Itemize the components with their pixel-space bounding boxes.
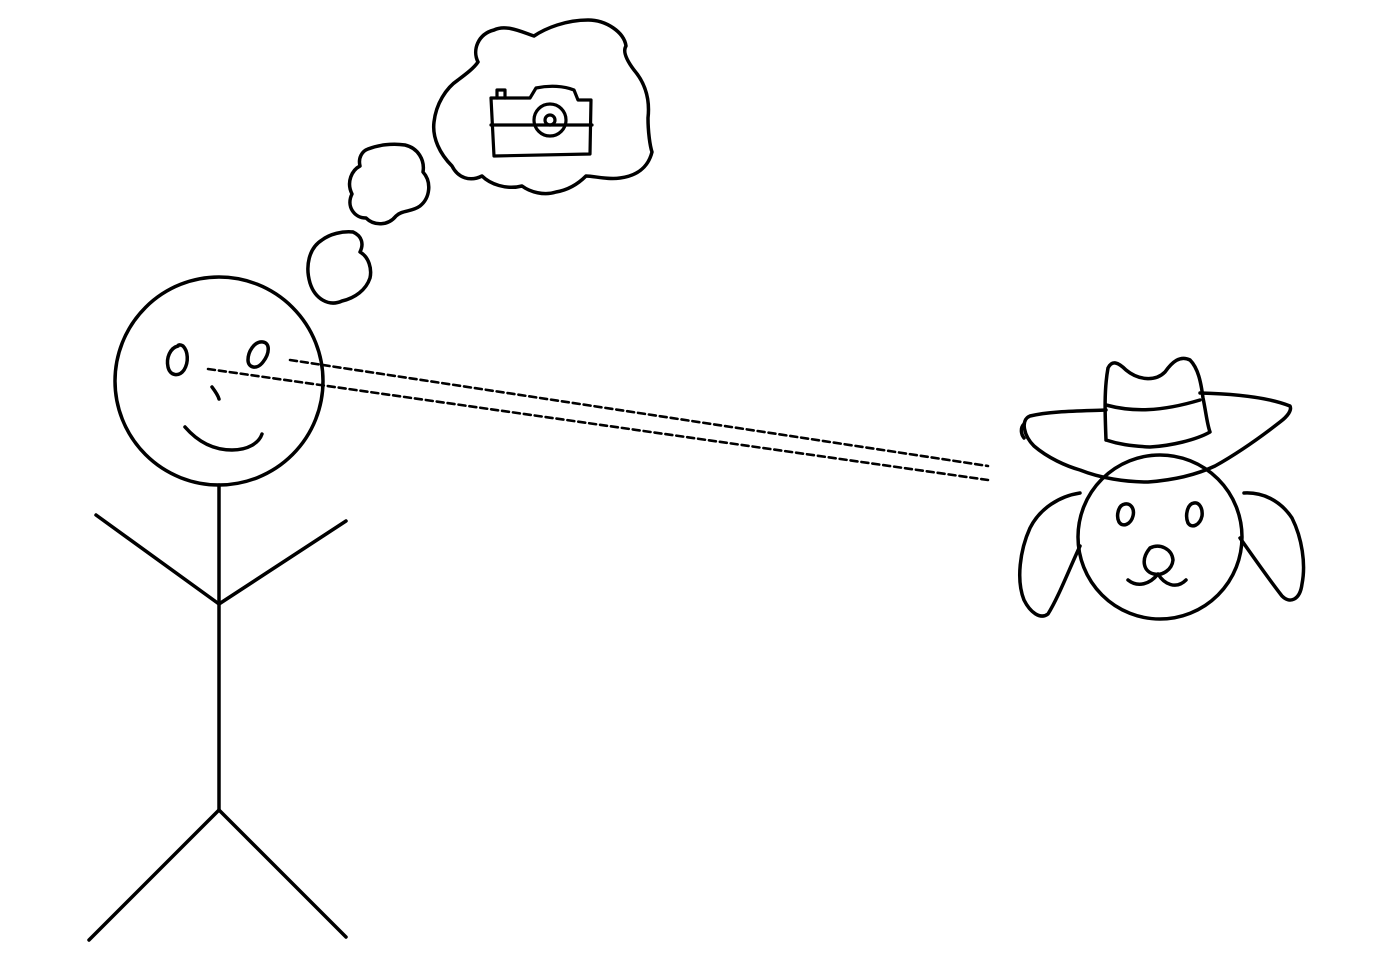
stick-figure-left-leg [87,808,221,942]
thought-bubble-small-puff [306,230,373,305]
dog-left-ear [1018,491,1082,618]
thought-bubble [306,18,654,305]
stick-figure-left-arm [94,513,221,606]
stick-figure-left-eye [165,343,189,377]
cowboy-hat-crown [1103,356,1212,449]
dog-head [1076,453,1244,621]
stick-figure-right-eye [246,340,270,369]
thought-bubble-main-cloud [431,18,654,196]
stick-figure-nose [210,385,221,401]
cowboy-hat-brim-edge [1019,422,1026,440]
stick-figure-right-arm [217,519,348,606]
thought-bubble-medium-puff [347,142,431,226]
gaze-line-lower [206,367,990,482]
cowboy-hat-brim [1022,391,1293,484]
dog-nose [1142,544,1175,577]
dog-right-eye [1184,501,1204,528]
camera-shutter-button [495,88,507,100]
camera-body [489,84,593,158]
dog-right-ear [1238,491,1306,602]
dog-left-eye [1115,502,1136,527]
gaze-lines [206,358,990,482]
gaze-line-upper [288,358,990,468]
camera-icon [489,84,594,158]
cowboy-hat-band [1104,398,1202,412]
stick-figure-smile [183,425,264,452]
camera-lens-outer [532,102,568,138]
dog-with-cowboy-hat [1018,356,1306,621]
stick-figure [87,275,348,942]
dog-mouth [1126,572,1188,587]
camera-lens-inner [543,113,557,127]
stick-figure-right-leg [217,808,348,939]
